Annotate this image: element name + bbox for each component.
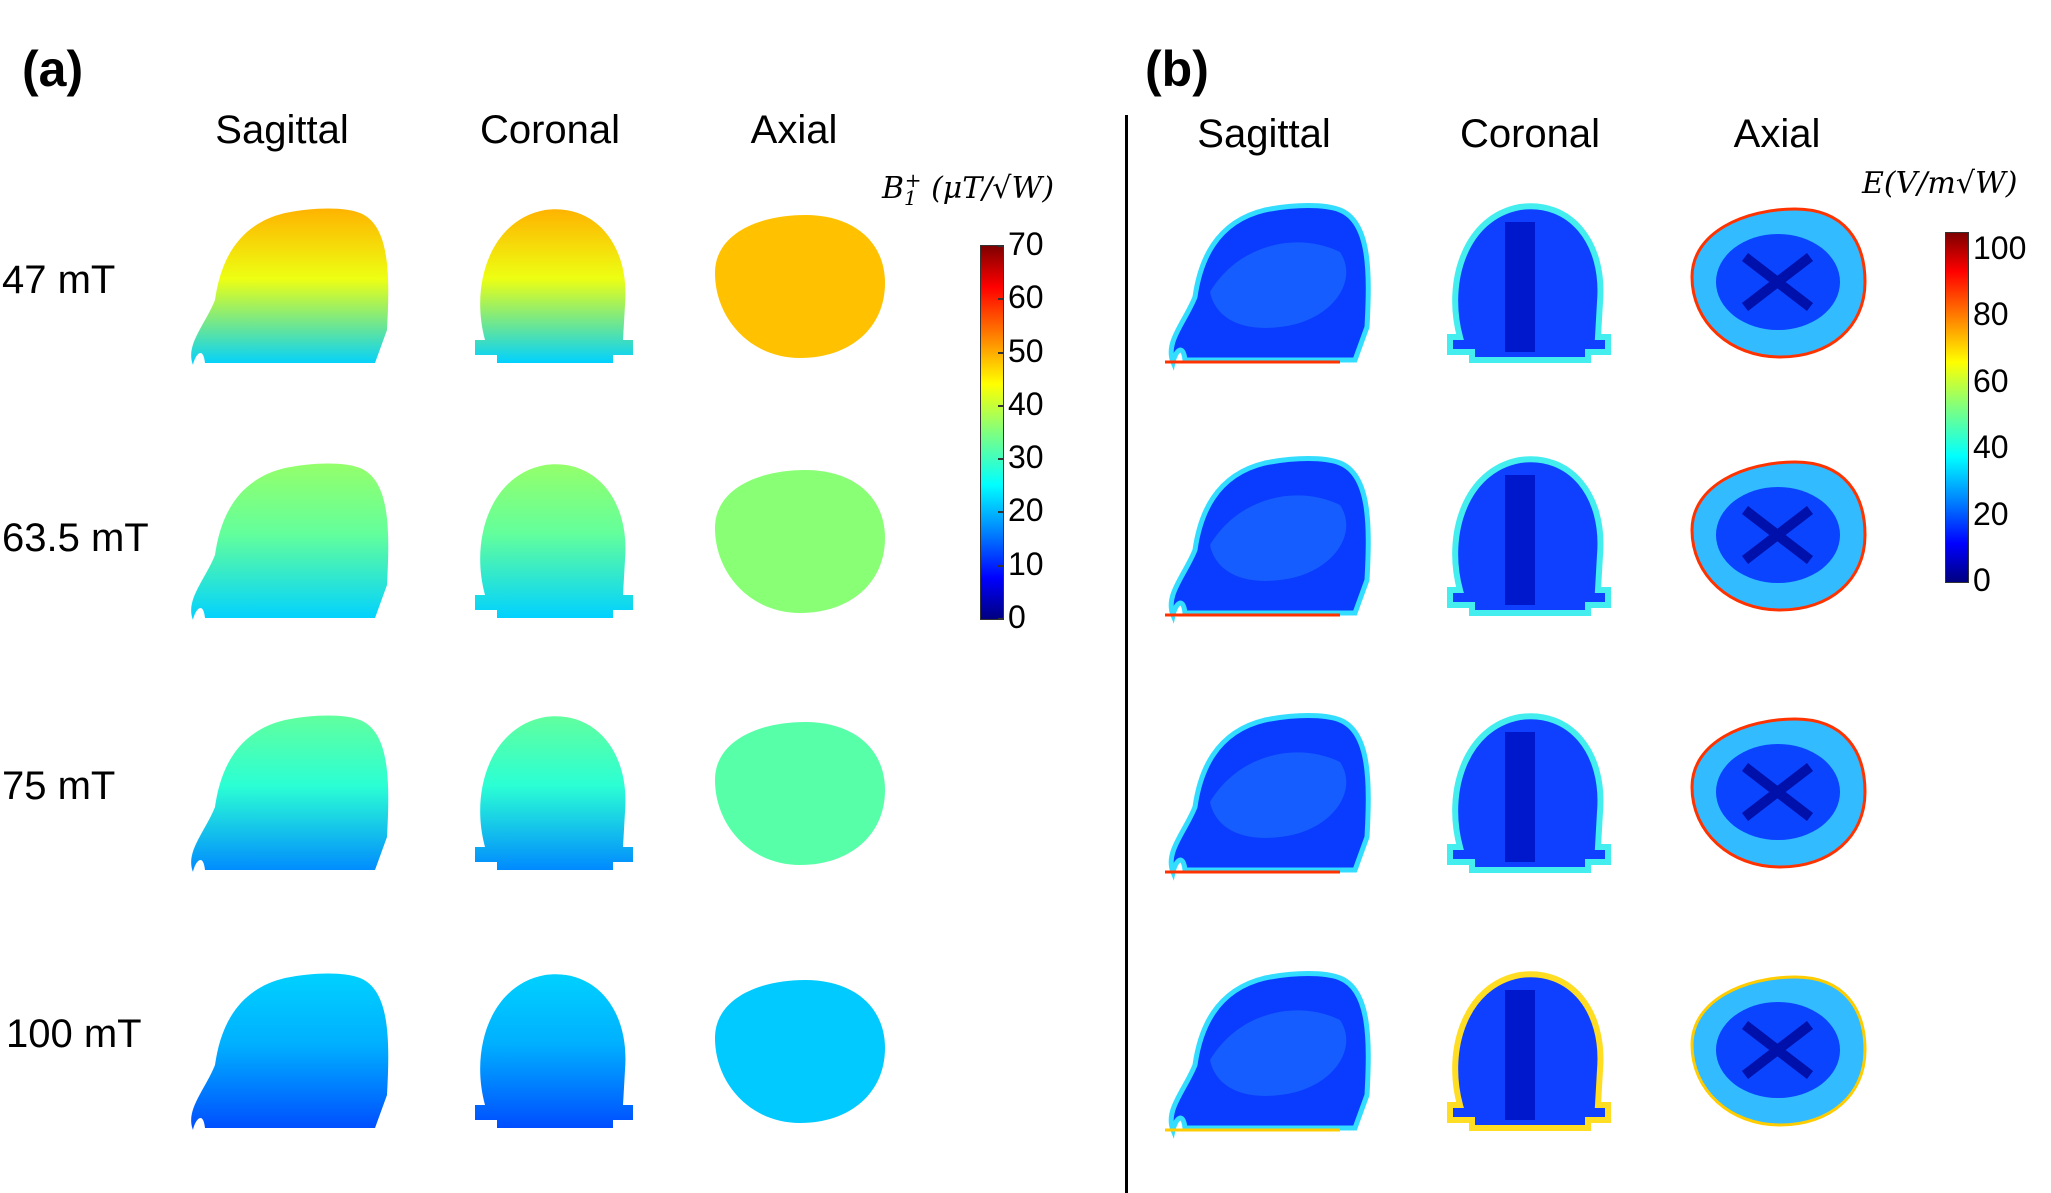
e-coronal-midline bbox=[1505, 222, 1535, 352]
e-colorbar bbox=[1945, 232, 1969, 583]
panel-a-col-sagittal: Sagittal bbox=[215, 108, 349, 152]
b1-sagittal-map bbox=[191, 463, 389, 620]
e-coronal-midline bbox=[1505, 732, 1535, 862]
b1-colorbar bbox=[980, 245, 1004, 620]
b1-tick-mark bbox=[998, 351, 1003, 354]
e-axial-cross bbox=[1741, 1021, 1814, 1079]
b1-axial-map bbox=[715, 470, 885, 613]
e-title-symbol: E bbox=[1862, 166, 1884, 201]
panel-b-label: (b) bbox=[1145, 41, 1209, 97]
e-axial-cross bbox=[1741, 763, 1814, 821]
b1-sagittal-map bbox=[191, 715, 389, 872]
row-label-75mt: 75 mT bbox=[2, 764, 116, 808]
row-label-63-5mt: 63.5 mT bbox=[2, 516, 149, 560]
panel-a-col-coronal: Coronal bbox=[479, 108, 621, 152]
panel-b-col-coronal: Coronal bbox=[1459, 112, 1601, 156]
b1-tick-mark bbox=[998, 245, 1003, 247]
b1-tick-50: 50 bbox=[1008, 332, 1044, 369]
b1-axial-map bbox=[715, 722, 885, 865]
panel-divider bbox=[1125, 115, 1128, 1193]
e-sagittal-brain bbox=[1210, 242, 1347, 328]
b1-title-sup: + bbox=[904, 168, 922, 192]
row-label-100mt: 100 mT bbox=[6, 1012, 142, 1056]
e-axial-cross bbox=[1741, 253, 1814, 311]
e-tick-80: 80 bbox=[1973, 296, 2009, 333]
b1-tick-40: 40 bbox=[1008, 385, 1044, 422]
e-sagittal-brain bbox=[1210, 1010, 1347, 1096]
row-label-47mt: 47 mT bbox=[2, 258, 116, 302]
e-colorbar-title: E(V/m√W) bbox=[1862, 166, 2018, 201]
e-tick-20: 20 bbox=[1973, 495, 2009, 532]
b1-axial-map bbox=[715, 980, 885, 1123]
b1-coronal-map bbox=[475, 716, 633, 870]
b1-tick-60: 60 bbox=[1008, 279, 1044, 316]
e-sagittal-brain bbox=[1210, 752, 1347, 838]
b1-coronal-map bbox=[475, 974, 633, 1128]
e-coronal-midline bbox=[1505, 990, 1535, 1120]
b1-tick-0: 0 bbox=[1008, 599, 1026, 635]
b1-tick-mark bbox=[998, 618, 1003, 620]
b1-tick-70: 70 bbox=[1008, 226, 1044, 262]
b1-axial-map bbox=[715, 215, 885, 358]
e-tick-100: 100 bbox=[1973, 229, 2027, 266]
b1-tick-30: 30 bbox=[1008, 439, 1044, 476]
b1-coronal-map bbox=[475, 209, 633, 363]
b1-tick-mark bbox=[998, 511, 1003, 514]
b1-title-units: (μT/√W) bbox=[931, 171, 1055, 206]
panel-a-col-axial: Axial bbox=[750, 108, 838, 152]
e-coronal-midline bbox=[1505, 475, 1535, 605]
panel-a-label: (a) bbox=[22, 41, 84, 97]
b1-tick-mark bbox=[998, 298, 1003, 301]
panel-b-col-axial: Axial bbox=[1733, 112, 1821, 156]
e-axial-cross bbox=[1741, 506, 1814, 564]
b1-tick-20: 20 bbox=[1008, 492, 1044, 529]
b1-colorbar-title: B1+ (μT/√W) bbox=[882, 168, 1054, 210]
b1-tick-10: 10 bbox=[1008, 545, 1044, 582]
b1-tick-mark bbox=[998, 564, 1003, 567]
b1-sagittal-map bbox=[191, 208, 389, 365]
b1-coronal-map bbox=[475, 464, 633, 618]
b1-title-symbol: B bbox=[882, 171, 905, 206]
e-title-units: (V/m√W) bbox=[1883, 166, 2018, 201]
e-tick-60: 60 bbox=[1973, 362, 2009, 399]
b1-tick-mark bbox=[998, 458, 1003, 461]
e-tick-40: 40 bbox=[1973, 429, 2009, 466]
b1-tick-mark bbox=[998, 404, 1003, 407]
panel-b-col-sagittal: Sagittal bbox=[1197, 112, 1331, 156]
e-sagittal-brain bbox=[1210, 495, 1347, 581]
b1-sagittal-map bbox=[191, 973, 389, 1130]
b1-title-sub: 1 bbox=[904, 186, 917, 210]
e-tick-0: 0 bbox=[1973, 562, 1991, 598]
